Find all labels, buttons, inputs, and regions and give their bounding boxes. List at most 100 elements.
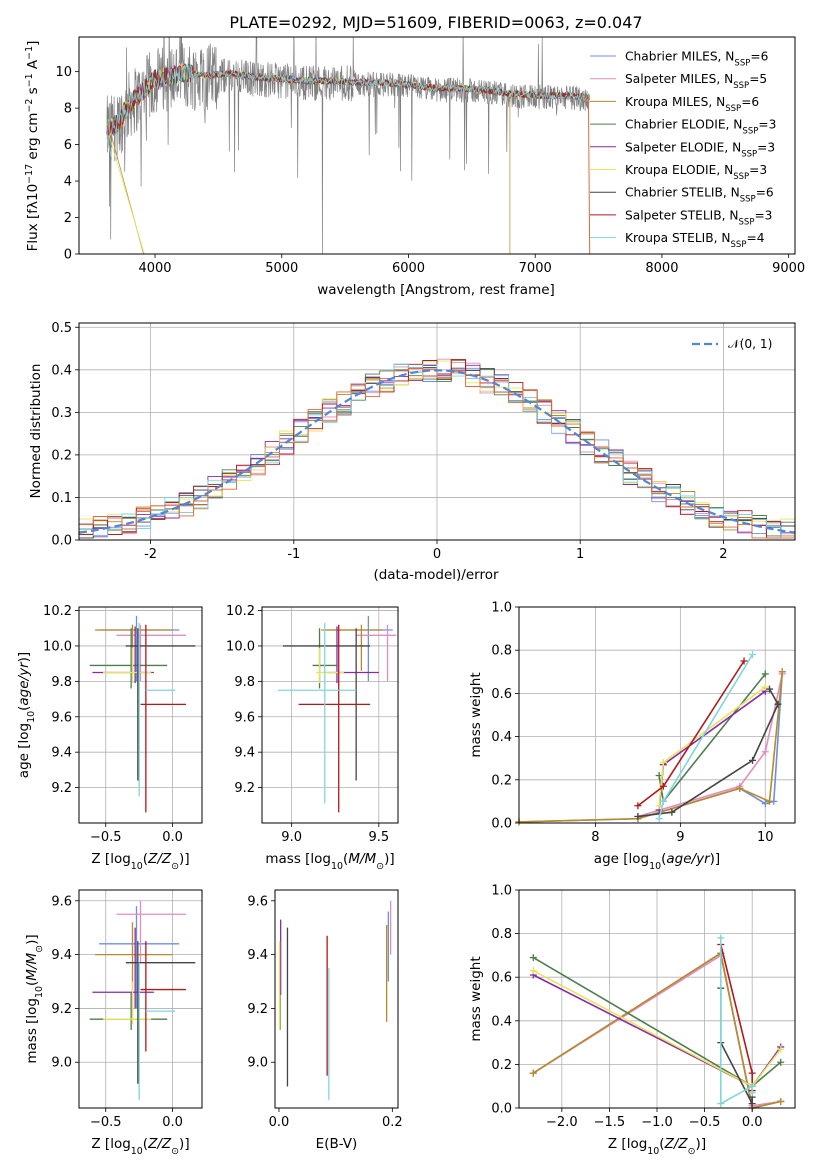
plot-area — [89, 900, 196, 1100]
y-axis-label: mass [log10(M/M⊙)] — [24, 934, 45, 1063]
y-tick-label: 0.2 — [51, 448, 72, 463]
y-tick-label: 0.8 — [491, 644, 512, 659]
point-marker — [777, 1097, 785, 1105]
y-tick-label: 0.3 — [51, 406, 72, 421]
point-marker — [761, 683, 769, 691]
y-tick-label: 9.4 — [234, 746, 255, 761]
x-tick-label: -2 — [144, 547, 157, 562]
y-tick-label: 1.0 — [491, 884, 512, 899]
point-marker — [736, 784, 744, 792]
y-tick-label: 9.6 — [51, 710, 72, 725]
x-axis-label: Z [log10(Z/Z⊙)] — [608, 1136, 706, 1157]
x-tick-label: −0.5 — [90, 1115, 122, 1130]
y-tick-label: 9.4 — [51, 948, 72, 963]
x-tick-label: 0.2 — [382, 1115, 403, 1130]
y-tick-label: 0.2 — [491, 773, 512, 788]
y-tick-label: 9.2 — [51, 781, 72, 796]
spectrum-x-label: wavelength [Angstrom, rest frame] — [317, 282, 555, 298]
point-marker — [717, 1100, 725, 1108]
y-tick-label: 0.4 — [491, 1014, 512, 1029]
y-tick-label: 9.6 — [51, 894, 72, 909]
y-tick-label: 0.4 — [491, 730, 512, 745]
x-axis-label: age [log10(age/yr)] — [594, 851, 720, 872]
model-spectrum-kroupa-stelib — [106, 65, 591, 160]
y-tick-label: 0.5 — [51, 321, 72, 336]
x-tick-label: −1.0 — [641, 1115, 673, 1130]
x-tick-label: 6000 — [392, 261, 425, 276]
point-marker — [777, 1045, 785, 1053]
x-tick-label: 5000 — [265, 261, 298, 276]
model-spectrum-edge — [583, 94, 591, 254]
x-tick-label: −0.5 — [689, 1115, 721, 1130]
point-marker — [748, 1082, 756, 1090]
point-marker — [748, 1100, 756, 1108]
x-tick-label: 1 — [576, 547, 584, 562]
x-tick-label: 0.0 — [742, 1115, 763, 1130]
point-marker — [529, 1069, 537, 1077]
y-tick-label: 0.2 — [491, 1058, 512, 1073]
y-tick-label: 0.1 — [51, 491, 72, 506]
x-tick-label: −2.0 — [546, 1115, 578, 1130]
plot-area — [529, 934, 785, 1112]
x-tick-label: 10 — [757, 830, 774, 845]
y-tick-label: 9.0 — [51, 1056, 72, 1071]
x-tick-label: 9.5 — [368, 830, 389, 845]
y-tick-label: 0.0 — [51, 534, 72, 549]
legend-entry: Kroupa ELODIE, NSSP=3 — [625, 163, 767, 182]
series-line — [518, 671, 784, 823]
legend-entry: Chabrier ELODIE, NSSP=3 — [625, 118, 776, 137]
data-spectrum — [106, 37, 591, 254]
plot-area — [277, 615, 397, 813]
panel-age_vs_Z: −0.5 0.0 9.2 9.4 9.6 9.8 10.0 10.2 Z [log10(Z/Z⊙… — [16, 604, 203, 872]
spectrum-y-label: Flux [fλ10−17 erg cm−2 s−1 A−1] — [24, 41, 42, 252]
panel-residuals: -2 -1 0 1 2 0.0 0.1 0.2 0.3 0.4 0.5 𝒩(0, 1) (data-mo… — [28, 321, 796, 583]
y-tick-label: 9.6 — [234, 710, 255, 725]
point-marker — [659, 782, 667, 790]
axes-frame — [78, 606, 203, 824]
legend-entry: Salpeter STELIB, NSSP=3 — [625, 208, 772, 227]
x-tick-label: 0.0 — [269, 1115, 290, 1130]
point-marker — [655, 802, 663, 810]
point-marker — [748, 1089, 756, 1097]
panel-mass_vs_Z: −0.5 0.0 9.0 9.2 9.4 9.6 Z [log10(Z/Z⊙)] mass [… — [24, 889, 203, 1157]
legend-entry: Chabrier STELIB, NSSP=6 — [625, 186, 774, 205]
panel-mass_weight_vs_age: 8 9 10 0.0 0.2 0.4 0.6 0.8 1.0 age [log10(age/yr)… — [468, 601, 796, 872]
axes-frame — [78, 36, 796, 255]
point-marker — [761, 748, 769, 756]
y-tick-label: 10.2 — [226, 604, 255, 619]
y-tick-label: 10.0 — [226, 639, 255, 654]
y-tick-label: 8 — [64, 102, 72, 117]
x-axis-label: mass [log10(M/M⊙)] — [265, 851, 394, 872]
normal-curve — [79, 369, 795, 534]
y-tick-label: 9.6 — [247, 894, 268, 909]
y-tick-label: 0.0 — [491, 1102, 512, 1117]
point-marker — [668, 808, 676, 816]
x-tick-label: −0.5 — [90, 830, 122, 845]
y-tick-label: 10.0 — [43, 639, 72, 654]
y-tick-label: 9.4 — [51, 746, 72, 761]
y-tick-label: 10 — [55, 65, 72, 80]
point-marker — [766, 685, 774, 693]
y-tick-label: 9.2 — [234, 781, 255, 796]
panel-age_vs_mass: 9.0 9.5 9.2 9.4 9.6 9.8 10.0 10.2 mass [log10(M/… — [226, 604, 399, 872]
x-axis-label: E(B-V) — [316, 1136, 358, 1152]
y-tick-label: 9.0 — [247, 1056, 268, 1071]
y-tick-label: 0.4 — [51, 363, 72, 378]
series-line — [637, 660, 745, 807]
y-axis-label: age [log10(age/yr)] — [16, 652, 37, 778]
x-tick-label: 8 — [591, 830, 599, 845]
point-marker — [761, 670, 769, 678]
point-marker — [529, 954, 537, 962]
plot-area — [515, 651, 786, 826]
x-axis-label: Z [log10(Z/Z⊙)] — [91, 1136, 189, 1157]
point-marker — [748, 1069, 756, 1077]
point-marker — [749, 651, 757, 659]
point-marker — [717, 934, 725, 942]
point-marker — [529, 967, 537, 975]
y-tick-label: 0.6 — [491, 687, 512, 702]
y-tick-label: 4 — [64, 175, 72, 190]
series-line — [518, 671, 784, 823]
y-tick-label: 9.8 — [51, 675, 72, 690]
point-marker — [778, 668, 786, 676]
plot-area — [79, 358, 795, 539]
